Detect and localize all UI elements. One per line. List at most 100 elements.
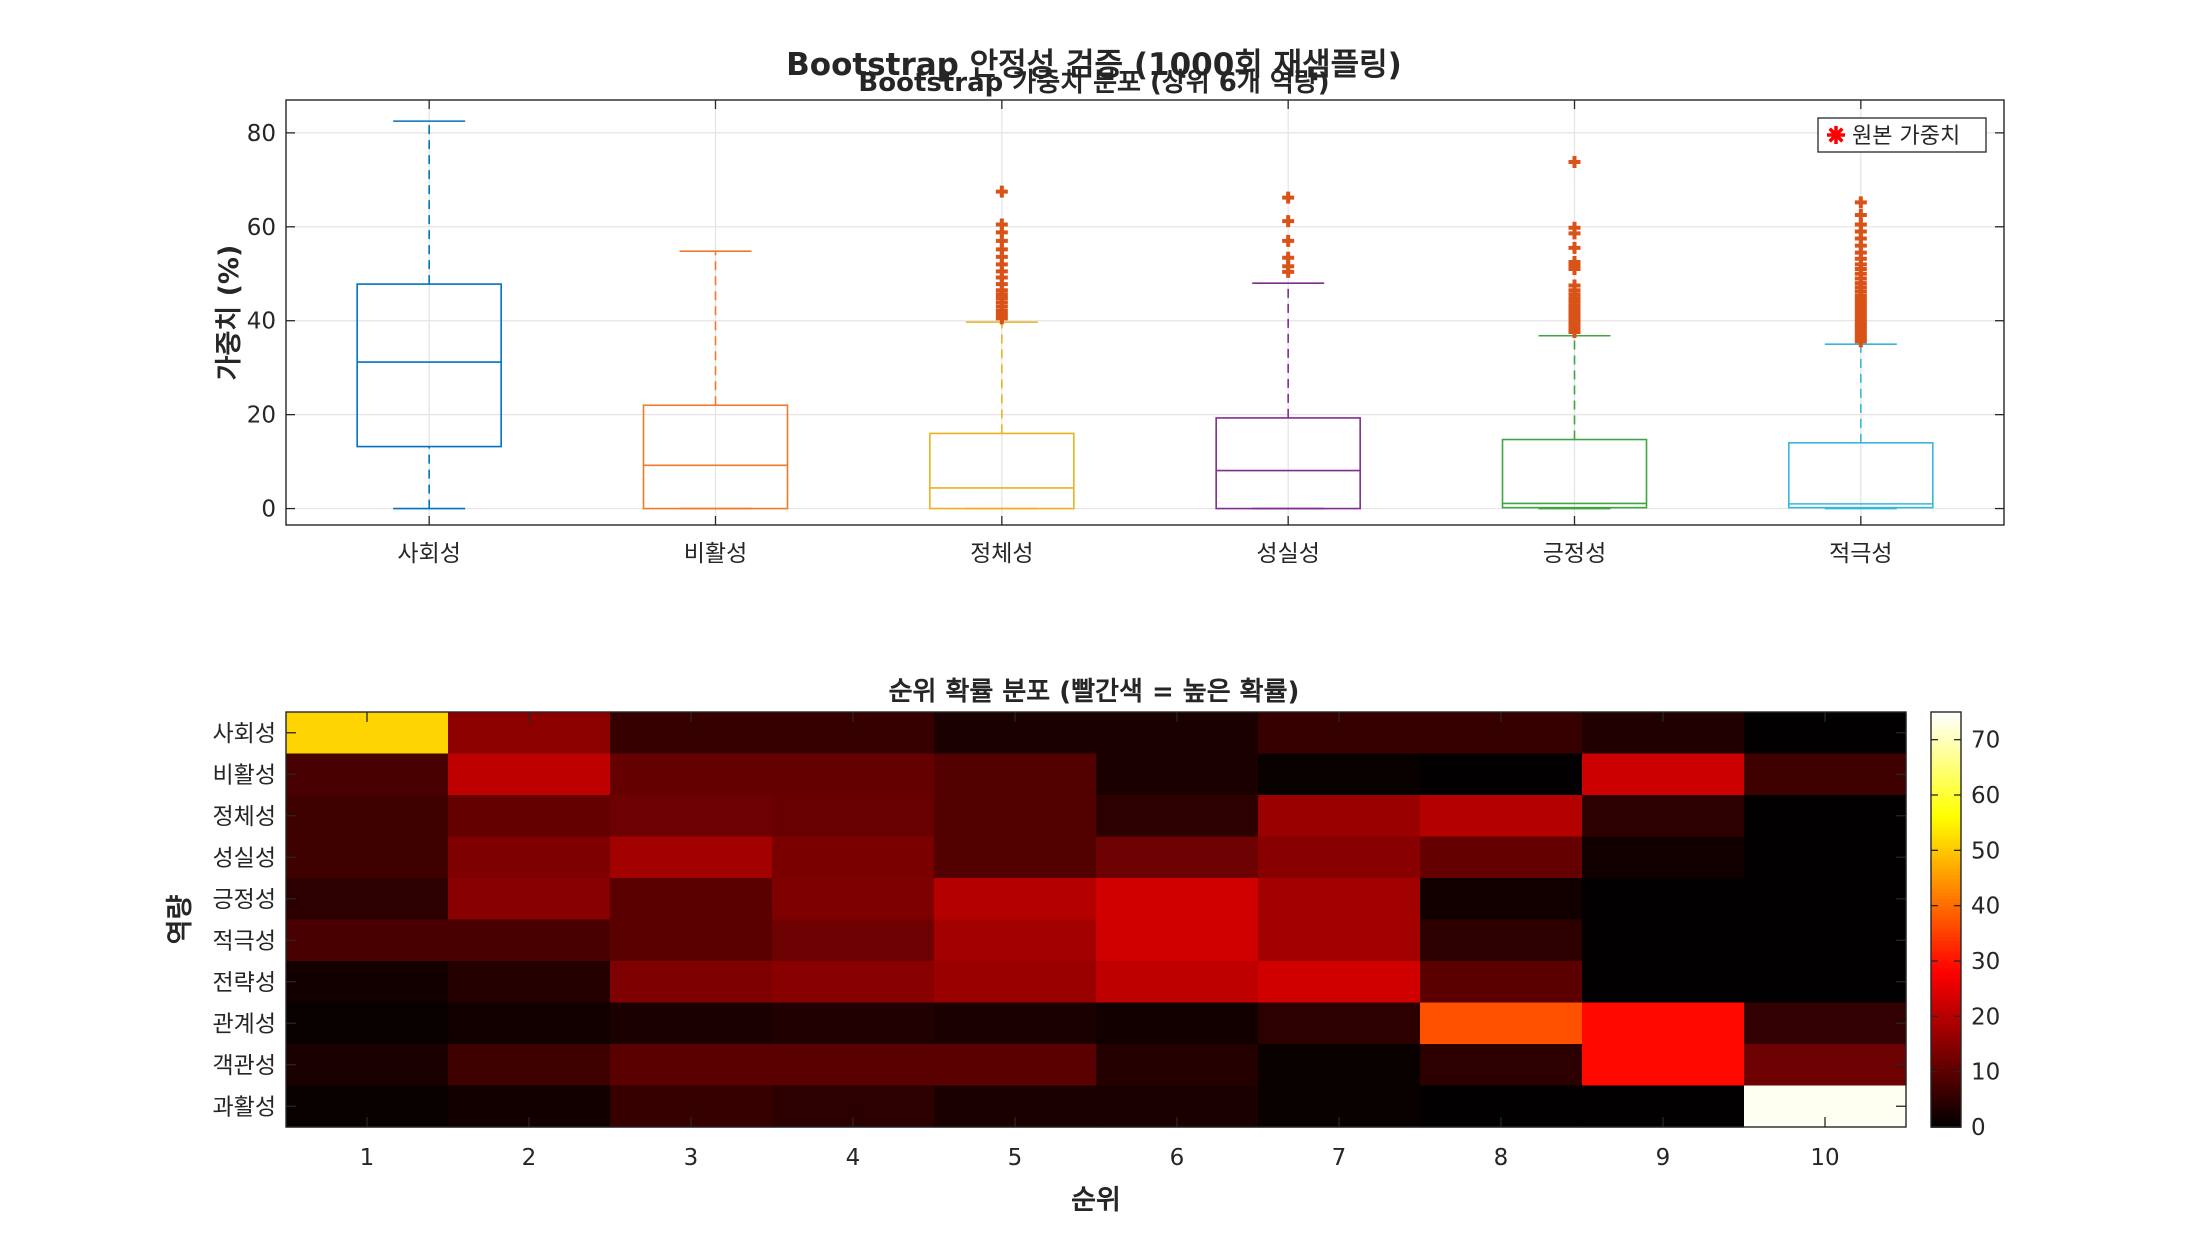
heatmap-cell xyxy=(286,753,449,796)
outlier-marker xyxy=(1282,234,1295,247)
outlier-marker xyxy=(995,218,1008,231)
box-iqr xyxy=(356,283,502,448)
heatmap-cell xyxy=(1582,1044,1745,1087)
heatmap-cell xyxy=(772,1044,935,1087)
outlier-marker xyxy=(1568,279,1581,292)
box-iqr xyxy=(1215,417,1361,510)
x-tick-label: 사회성 xyxy=(397,541,460,567)
heatmap-cell xyxy=(1096,919,1259,962)
heatmap-cell xyxy=(448,836,611,879)
heatmap-cell xyxy=(772,1002,935,1045)
y-tick-label: 비활성 xyxy=(213,762,276,788)
heatmap-cell xyxy=(1582,836,1745,879)
heatmap-cell xyxy=(610,836,773,879)
colorbar-tick-label: 10 xyxy=(1971,1060,2000,1086)
colorbar-tick-label: 40 xyxy=(1971,894,2000,920)
heatmap-cell xyxy=(1096,878,1259,921)
heatmap-cell xyxy=(610,1002,773,1045)
box-3 xyxy=(929,185,1075,510)
heatmap-cell xyxy=(1744,795,1907,838)
x-axis-label: 순위 xyxy=(1071,1185,1121,1216)
heatmap-cell xyxy=(448,753,611,796)
outlier-marker xyxy=(1282,215,1295,228)
heatmap-cell xyxy=(286,836,449,879)
x-tick-label: 성실성 xyxy=(1256,541,1319,567)
heatmap-cell xyxy=(1582,878,1745,921)
y-tick-label: 40 xyxy=(247,309,276,335)
colorbar-tick-label: 70 xyxy=(1971,728,2000,754)
heatmap-cell xyxy=(772,753,935,796)
colorbar-tick-label: 0 xyxy=(1971,1115,1986,1141)
x-tick-label: 6 xyxy=(1170,1145,1185,1171)
heatmap-cell xyxy=(610,753,773,796)
heatmap-cell xyxy=(1582,795,1745,838)
heatmap-cell xyxy=(772,961,935,1004)
y-tick-label: 성실성 xyxy=(213,845,276,871)
heatmap-cell xyxy=(934,1002,1097,1045)
y-tick-label: 긍정성 xyxy=(213,887,276,913)
heatmap-cell xyxy=(286,878,449,921)
figure-suptitle: Bootstrap 안정성 검증 (1000회 재샘플링) xyxy=(786,47,1402,83)
heatmap-cell xyxy=(934,919,1097,962)
x-tick-label: 비활성 xyxy=(684,541,747,567)
outlier-marker xyxy=(995,185,1008,198)
colorbar-tick-label: 60 xyxy=(1971,783,2000,809)
heatmap-panel: 순위 확률 분포 (빨간색 = 높은 확률) 1 2 3 4 5 6 7 8 9 10 사회성비활성… xyxy=(165,677,2000,1216)
y-tick-label: 80 xyxy=(247,121,276,147)
heatmap-cell xyxy=(1096,795,1259,838)
heatmap-cell xyxy=(1096,753,1259,796)
y-axis-label: 역량 xyxy=(165,895,196,945)
heatmap-cell xyxy=(772,836,935,879)
heatmap-cell xyxy=(1420,961,1583,1004)
boxplot-title: Bootstrap 가중치 분포 (상위 6개 역량) xyxy=(858,68,1329,98)
y-tick-label: 0 xyxy=(261,497,276,523)
outlier-marker xyxy=(1282,191,1295,204)
heatmap-cell xyxy=(1420,1002,1583,1045)
outlier-marker xyxy=(1282,251,1295,264)
heatmap-cell xyxy=(610,919,773,962)
box-iqr xyxy=(929,432,1075,510)
x-tick-label: 긍정성 xyxy=(1543,541,1606,567)
heatmap-cell xyxy=(1744,878,1907,921)
y-axis-label: 가중치 (%) xyxy=(214,245,245,381)
heatmap-cell xyxy=(1258,836,1421,879)
heatmap-cell xyxy=(286,961,449,1004)
heatmap-cell xyxy=(1420,795,1583,838)
y-tick-label: 20 xyxy=(247,403,276,429)
x-tick-label: 4 xyxy=(846,1145,861,1171)
heatmap-cell xyxy=(1096,836,1259,879)
box-1 xyxy=(356,120,502,510)
y-tick-label: 전략성 xyxy=(213,970,276,996)
box-iqr xyxy=(642,404,789,510)
outlier-marker xyxy=(1854,209,1867,222)
outlier-marker xyxy=(1568,241,1581,254)
box-5 xyxy=(1501,155,1648,510)
x-tick-label: 9 xyxy=(1656,1145,1671,1171)
heatmap-cell xyxy=(772,795,935,838)
heatmap-cell xyxy=(934,795,1097,838)
heatmap-cell xyxy=(1744,1044,1907,1087)
y-tick-label: 관계성 xyxy=(213,1011,276,1037)
axes-frame xyxy=(285,99,2005,526)
heatmap-cell xyxy=(1258,795,1421,838)
heatmap-cell xyxy=(934,753,1097,796)
x-tick-label: 10 xyxy=(1810,1145,1839,1171)
colorbar-tick-label: 50 xyxy=(1971,838,2000,864)
heatmap-cell xyxy=(448,919,611,962)
heatmap-frame xyxy=(285,711,1907,1128)
heatmap-cell xyxy=(448,961,611,1004)
x-tick-label: 3 xyxy=(684,1145,699,1171)
y-tick-label: 과활성 xyxy=(213,1094,276,1120)
heatmap-cell xyxy=(286,1002,449,1045)
outlier-marker xyxy=(1568,221,1581,234)
heatmap-cell xyxy=(1258,1044,1421,1087)
heatmap-cell xyxy=(1744,961,1907,1004)
heatmap-cell xyxy=(1258,878,1421,921)
heatmap-cell xyxy=(1096,1002,1259,1045)
y-tick-label: 적극성 xyxy=(213,928,276,954)
box-2 xyxy=(642,250,789,510)
heatmap-cell xyxy=(934,1044,1097,1087)
heatmap-cell xyxy=(448,1044,611,1087)
heatmap-cell xyxy=(1258,961,1421,1004)
